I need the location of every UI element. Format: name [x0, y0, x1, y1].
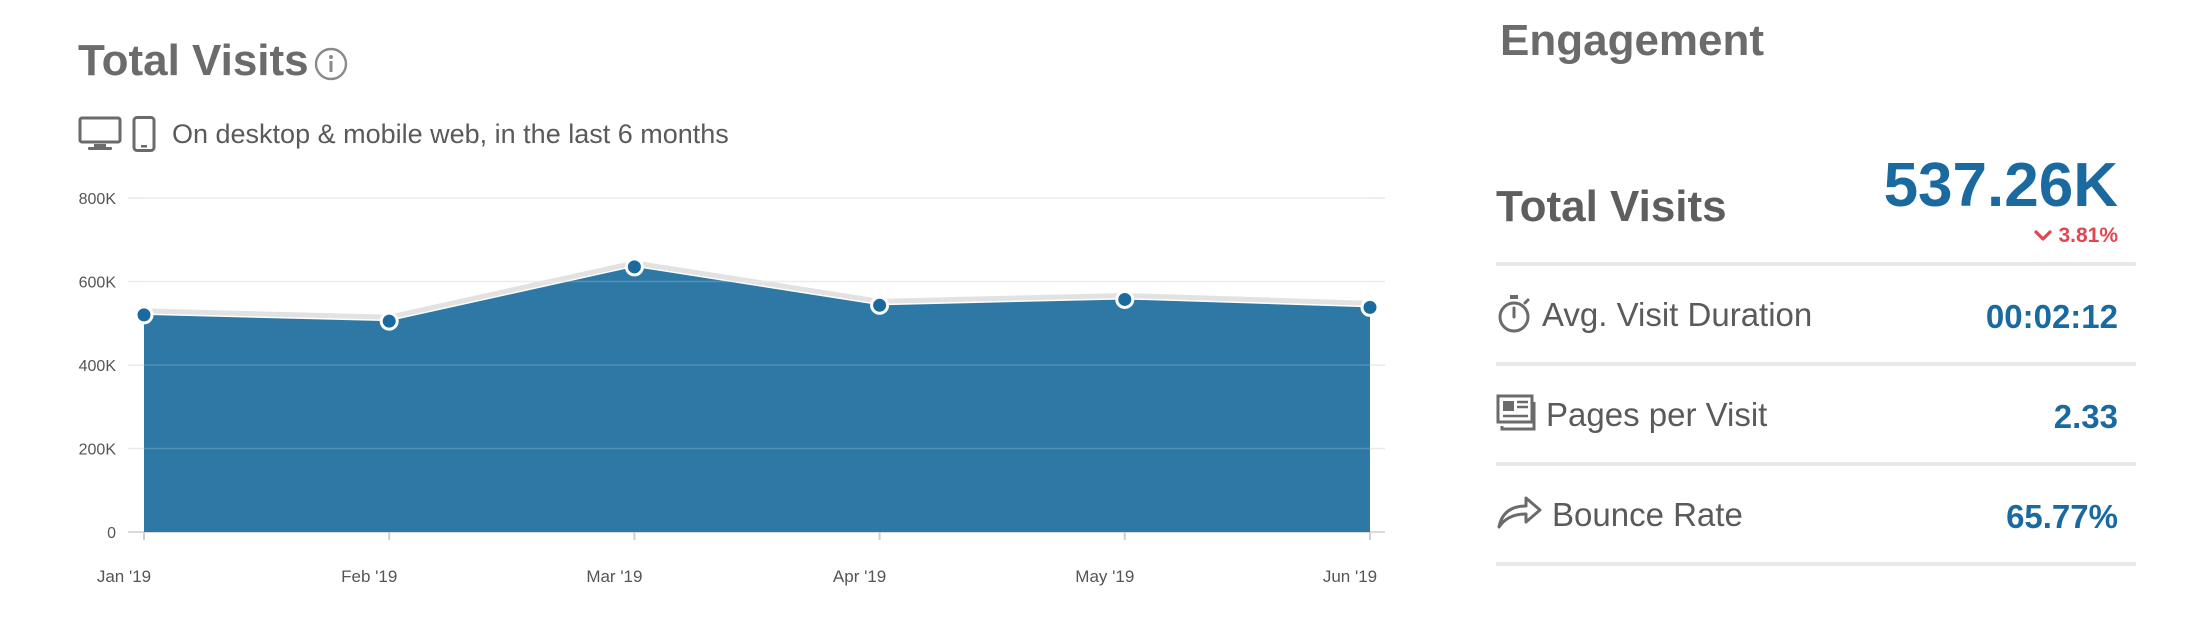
total-visits-row: Total Visits 537.26K 3.81%: [1496, 140, 2136, 266]
data-point[interactable]: [134, 305, 154, 325]
data-point[interactable]: [1115, 289, 1135, 309]
y-tick-label: 600K: [79, 275, 117, 292]
data-point[interactable]: [870, 295, 890, 315]
engagement-panel: Engagement Total Visits 537.26K 3.81% Av…: [1496, 0, 2156, 620]
visits-area-chart: 0 200K 400K 600K 800K Jan '19 Feb '19 Mar '19 Ap…: [79, 191, 1385, 586]
data-point[interactable]: [624, 257, 644, 277]
bounce-rate-value: 65.77%: [2006, 498, 2118, 535]
pages-per-visit-row: Pages per Visit 2.33: [1496, 366, 2136, 466]
data-point[interactable]: [1360, 297, 1380, 317]
data-point[interactable]: [379, 311, 399, 331]
x-tick-label: Apr '19: [833, 567, 886, 586]
desktop-icon: [78, 116, 122, 150]
info-icon[interactable]: [314, 47, 348, 81]
device-subtitle-row: On desktop & mobile web, in the last 6 m…: [78, 114, 729, 154]
chart-subtitle: On desktop & mobile web, in the last 6 m…: [172, 118, 729, 149]
total-visits-change: 3.81%: [2034, 224, 2118, 248]
pages-per-visit-label: Pages per Visit: [1546, 396, 1768, 433]
total-visits-value: 537.26K: [1883, 151, 2118, 220]
avg-visit-duration-label: Avg. Visit Duration: [1542, 296, 1813, 333]
stopwatch-icon: [1498, 295, 1530, 333]
x-tick-label: Mar '19: [586, 567, 642, 586]
pages-per-visit-value: 2.33: [2053, 398, 2118, 435]
chart-title: Total Visits: [78, 36, 309, 85]
y-tick-label: 0: [107, 525, 116, 542]
total-visits-label: Total Visits: [1496, 182, 1727, 231]
x-tick-label: Feb '19: [341, 567, 397, 586]
total-visits-change-value: 3.81%: [2058, 224, 2118, 247]
bounce-rate-row: Bounce Rate 65.77%: [1496, 466, 2136, 566]
x-tick-label: Jun '19: [1323, 567, 1377, 586]
engagement-title: Engagement: [1500, 16, 1765, 65]
y-tick-label: 800K: [79, 191, 117, 208]
visits-line: [143, 260, 1371, 320]
avg-visit-duration-row: Avg. Visit Duration 00:02:12: [1496, 266, 2136, 366]
y-tick-label: 400K: [79, 358, 117, 375]
bounce-rate-label: Bounce Rate: [1552, 496, 1743, 533]
pages-icon: [1496, 394, 1536, 431]
y-tick-label: 200K: [79, 442, 117, 459]
x-tick-label: May '19: [1075, 567, 1134, 586]
chevron-down-icon: [2034, 230, 2053, 241]
visits-area: [144, 266, 1370, 532]
avg-visit-duration-value: 00:02:12: [1985, 298, 2118, 335]
x-tick-label: Jan '19: [97, 567, 151, 586]
total-visits-panel: Total Visits On desktop & mobile web, in…: [78, 36, 1385, 586]
mobile-icon: [132, 116, 156, 152]
bounce-arrow-icon: [1497, 496, 1542, 529]
